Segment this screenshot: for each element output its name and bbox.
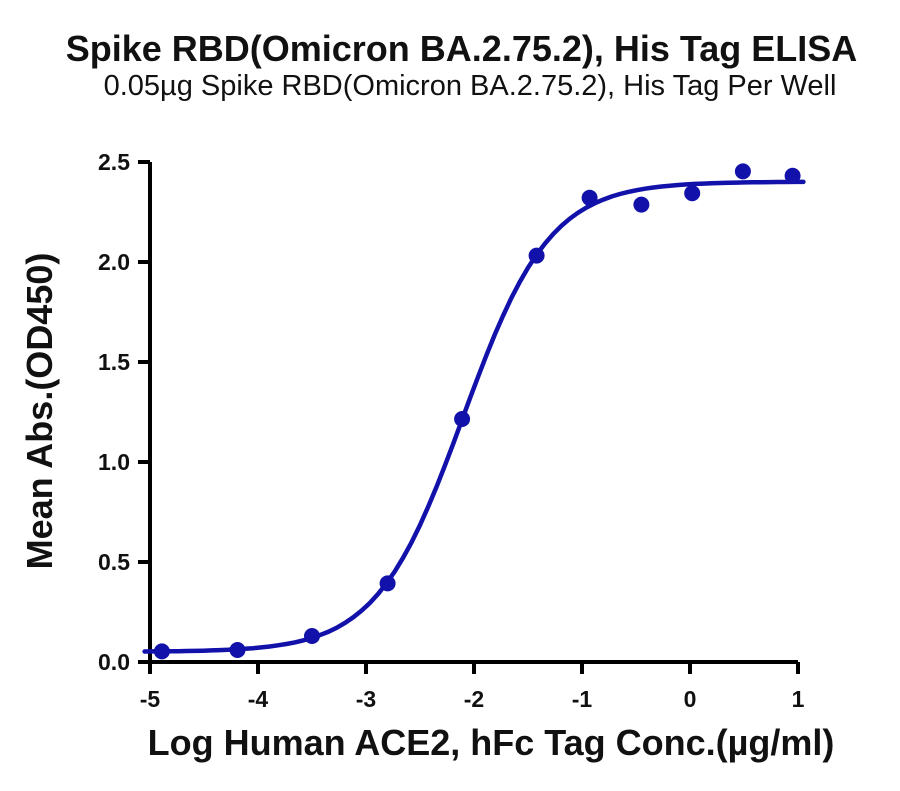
svg-text:-5: -5 [140,686,161,712]
svg-text:1.0: 1.0 [98,449,130,475]
svg-text:0: 0 [684,686,697,712]
svg-text:-4: -4 [248,686,269,712]
svg-text:1: 1 [792,686,805,712]
svg-text:0.0: 0.0 [98,649,130,675]
svg-text:-3: -3 [356,686,376,712]
svg-text:0.5: 0.5 [98,549,130,575]
svg-text:1.5: 1.5 [98,349,130,375]
svg-text:2.5: 2.5 [98,149,130,175]
svg-text:-1: -1 [572,686,593,712]
svg-text:2.0: 2.0 [98,249,130,275]
svg-text:-2: -2 [464,686,484,712]
